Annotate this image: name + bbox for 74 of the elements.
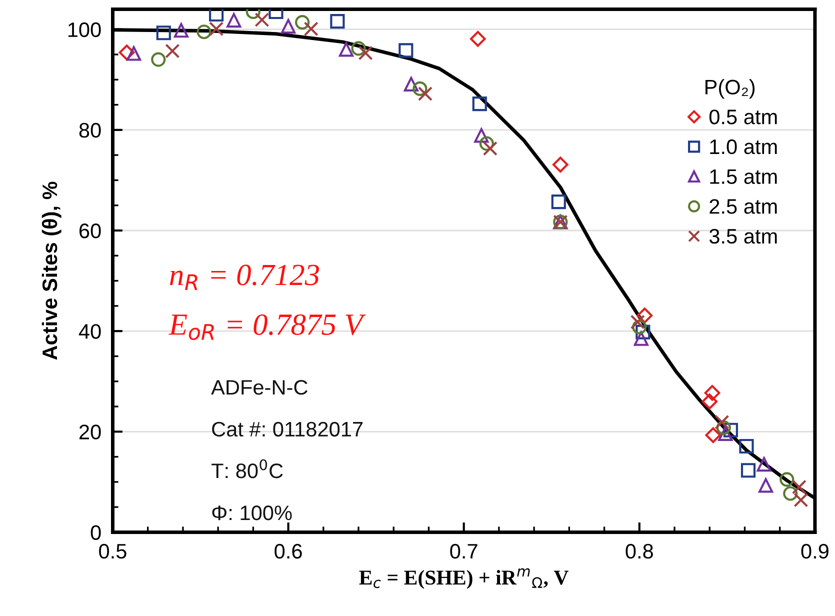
legend-label: 1.5 atm <box>710 169 777 184</box>
legend-label: 0.5 atm <box>709 110 777 124</box>
annotation: ADFe-N-C <box>211 380 308 395</box>
point <box>552 156 568 173</box>
y-tick-label: 40 <box>78 324 101 339</box>
point <box>338 42 354 57</box>
point <box>632 320 647 334</box>
point <box>470 30 486 47</box>
point <box>783 486 798 501</box>
point <box>792 480 806 494</box>
point <box>404 76 418 92</box>
y-tick-label: 100 <box>68 22 101 38</box>
point <box>479 136 494 151</box>
x-tick-label: 0.5 <box>99 544 126 559</box>
x-tick-label: 0.8 <box>626 544 653 559</box>
x-tick-label: 0.7 <box>450 544 478 559</box>
annotation: Φ: 100% <box>212 506 292 520</box>
point <box>165 44 180 58</box>
point <box>304 22 318 36</box>
point <box>412 81 428 96</box>
point <box>740 463 756 478</box>
point <box>151 52 166 67</box>
point <box>398 43 414 58</box>
point <box>716 420 731 435</box>
y-tick-label: 60 <box>80 224 101 238</box>
legend-title: P(O₂) <box>706 79 755 99</box>
point <box>280 19 296 34</box>
point <box>472 96 487 112</box>
point <box>226 13 242 28</box>
point <box>739 438 754 454</box>
legend-label: 3.5 atm <box>709 228 777 244</box>
point <box>704 385 720 401</box>
point <box>551 194 566 210</box>
point <box>418 86 433 102</box>
point <box>295 15 310 30</box>
point <box>254 12 270 28</box>
point <box>702 394 718 410</box>
point <box>118 44 135 60</box>
x-axis-title: E$_{c}$ = E(SHE) + iR$^{m}$$_{Ω}$, V <box>359 568 569 589</box>
point <box>156 26 171 40</box>
point <box>174 23 188 38</box>
y-axis-title: Active Sites (θ), % <box>42 182 62 360</box>
point <box>723 422 738 438</box>
point <box>351 41 366 56</box>
point <box>718 426 733 441</box>
point <box>756 457 772 472</box>
x-tick-label: 0.6 <box>274 544 302 559</box>
point <box>209 9 224 22</box>
annotation: Cat #: 01182017 <box>212 422 363 437</box>
point <box>636 308 653 324</box>
annotation: E$_{oR}$ = 0.7875 V <box>168 314 366 340</box>
legend-label: 2.5 atm <box>710 199 777 214</box>
point <box>126 46 142 61</box>
point <box>794 492 808 508</box>
point <box>780 472 794 487</box>
y-tick-label: 0 <box>90 525 101 540</box>
point <box>636 324 650 340</box>
legend-label: 1.0 atm <box>710 139 777 154</box>
annotation: n$_{R}$ = 0.7123 <box>170 264 320 290</box>
point <box>634 331 648 346</box>
point <box>474 128 489 143</box>
point <box>630 314 645 330</box>
y-tick-label: 80 <box>79 122 101 138</box>
y-tick-label: 20 <box>79 424 101 440</box>
annotation: T: 80$^{0}$C <box>212 459 283 478</box>
point <box>330 14 345 29</box>
point <box>196 24 212 40</box>
point <box>705 427 722 444</box>
point <box>482 141 498 156</box>
point <box>714 414 730 430</box>
x-tick-label: 0.9 <box>801 544 828 559</box>
point <box>358 46 373 60</box>
point <box>209 22 224 36</box>
point <box>758 478 774 493</box>
